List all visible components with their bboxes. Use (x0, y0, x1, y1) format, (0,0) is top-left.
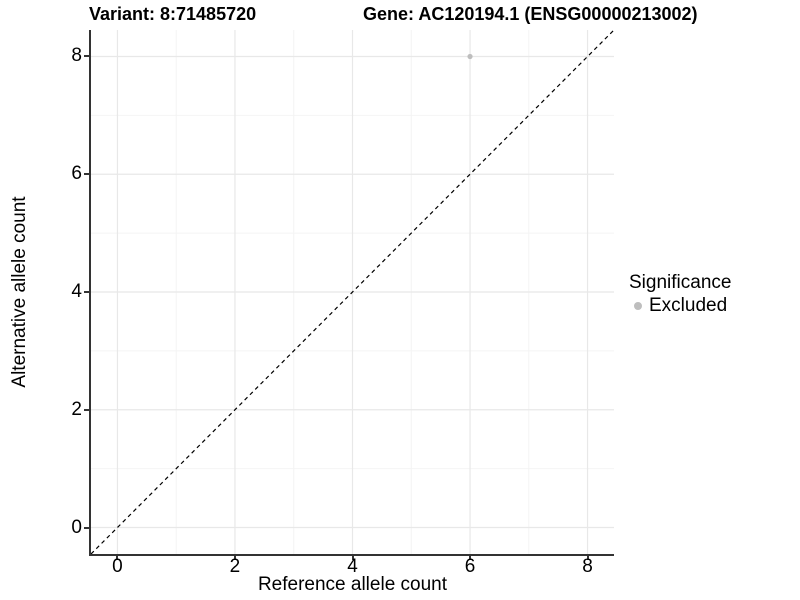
x-tick-label: 6 (464, 556, 476, 577)
legend-entry-label: Excluded (649, 295, 728, 316)
y-tick-mark (84, 291, 89, 293)
y-axis-title: Alternative allele count (9, 196, 30, 388)
legend: Significance Excluded (629, 272, 731, 317)
x-tick-mark (351, 556, 354, 560)
y-tick-mark (84, 173, 89, 176)
x-tick-mark (233, 556, 236, 560)
x-tick-label: 8 (582, 556, 593, 577)
legend-point-icon (634, 302, 642, 310)
x-tick-mark (586, 556, 589, 560)
legend-title: Significance (629, 272, 732, 293)
plot-panel (91, 30, 614, 554)
y-tick-label: 0 (71, 516, 82, 538)
identity-line (91, 30, 614, 554)
y-tick-label: 4 (71, 281, 82, 302)
gene-title: Gene: AC120194.1 (ENSG00000213002) (363, 4, 698, 24)
x-tick-mark (116, 556, 119, 560)
y-tick-label: 6 (71, 163, 82, 185)
x-tick-label: 2 (229, 556, 241, 577)
y-tick-label: 8 (71, 45, 82, 67)
legend-entries: Excluded (629, 295, 731, 317)
variant-title: Variant: 8:71485720 (89, 4, 257, 24)
y-tick-mark (84, 408, 89, 411)
x-tick-label: 0 (112, 556, 123, 577)
x-axis-line (89, 554, 614, 556)
x-tick-mark (469, 556, 472, 560)
legend-entry: Excluded (629, 295, 731, 317)
y-tick-mark (84, 526, 89, 529)
y-tick-mark (84, 55, 89, 58)
x-tick-label: 4 (347, 556, 358, 577)
data-point (467, 53, 473, 60)
y-tick-label: 2 (71, 398, 82, 420)
y-axis-line (89, 30, 91, 556)
x-axis-title: Reference allele count (257, 574, 448, 595)
